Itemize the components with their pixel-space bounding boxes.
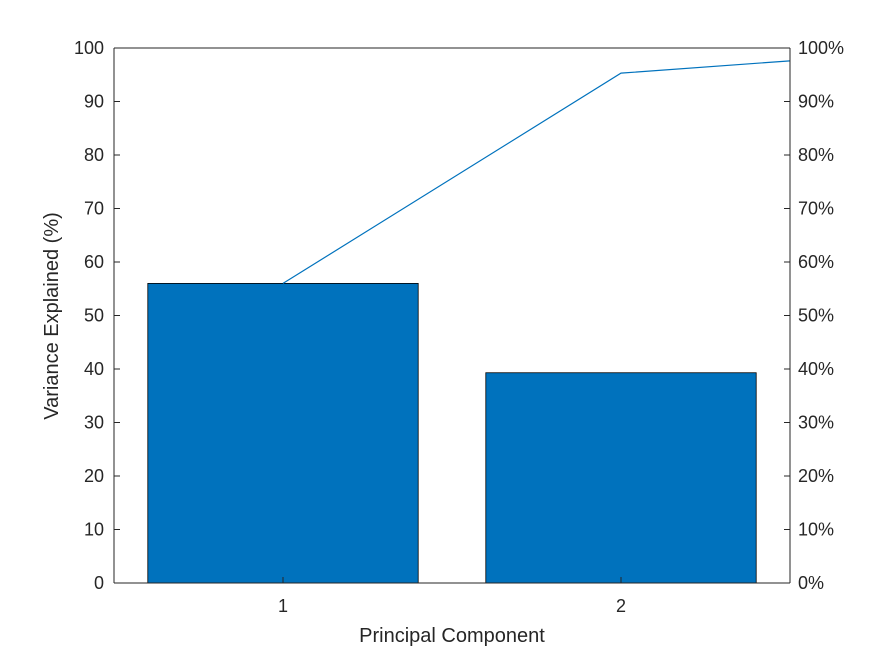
x-tick-label: 2 [616, 596, 626, 616]
bar-pc1 [147, 282, 419, 584]
x-axis-title: Principal Component [359, 625, 545, 647]
y-tick-label: 80 [84, 145, 104, 165]
y-tick-label: 90 [84, 92, 104, 112]
y2-tick-label: 80% [798, 145, 834, 165]
cumulative-line-layer [282, 60, 791, 284]
y2-tick-label: 60% [798, 252, 834, 272]
y-tick-label: 70 [84, 199, 104, 219]
bars-layer [147, 282, 757, 584]
y2-tick-label: 70% [798, 199, 834, 219]
y2-tick-label: 90% [798, 92, 834, 112]
x-tick-label: 1 [278, 596, 288, 616]
y-axis-title: Variance Explained (%) [41, 212, 63, 420]
y2-tick-label: 30% [798, 413, 834, 433]
y-tick-label: 0 [94, 573, 104, 593]
y2-tick-label: 100% [798, 38, 844, 58]
y2-tick-label: 40% [798, 359, 834, 379]
y-tick-label: 30 [84, 413, 104, 433]
y-tick-label: 10 [84, 520, 104, 540]
cumulative-variance-line [282, 60, 791, 284]
y-tick-label: 40 [84, 359, 104, 379]
y2-tick-label: 10% [798, 520, 834, 540]
y2-tick-label: 0% [798, 573, 824, 593]
y-tick-label: 60 [84, 252, 104, 272]
y-tick-label: 50 [84, 306, 104, 326]
y-tick-label: 20 [84, 466, 104, 486]
y2-tick-label: 20% [798, 466, 834, 486]
bar-pc2 [485, 372, 757, 584]
y-tick-label: 100 [74, 38, 104, 58]
y2-tick-label: 50% [798, 306, 834, 326]
ticks-layer: 0 10 20 30 40 50 60 70 80 90 100 0% 10% 20% 30% 40% 50% 6… [74, 38, 844, 616]
